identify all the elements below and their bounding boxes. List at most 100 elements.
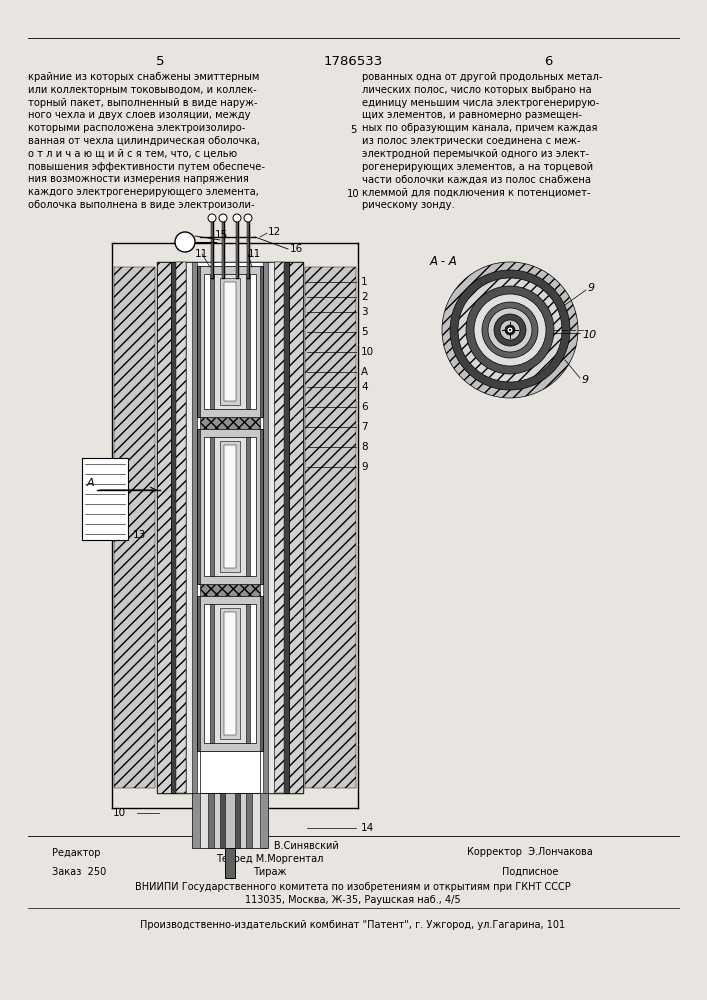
Circle shape xyxy=(219,214,227,222)
Text: 9: 9 xyxy=(588,283,595,293)
Text: рическому зонду.: рическому зонду. xyxy=(362,200,455,210)
Text: рованных одна от другой продольных метал-: рованных одна от другой продольных метал… xyxy=(362,72,602,82)
Text: А: А xyxy=(361,367,368,377)
Text: А: А xyxy=(86,478,94,488)
Text: 11: 11 xyxy=(248,249,262,259)
Circle shape xyxy=(509,329,511,331)
Text: 3: 3 xyxy=(361,307,368,317)
Text: А - А: А - А xyxy=(430,255,457,268)
Text: 14: 14 xyxy=(361,823,374,833)
Text: 12: 12 xyxy=(268,227,281,237)
Polygon shape xyxy=(200,266,260,417)
Circle shape xyxy=(442,262,578,398)
Text: 9: 9 xyxy=(582,375,589,385)
Text: 11: 11 xyxy=(195,249,209,259)
Polygon shape xyxy=(214,437,246,576)
Polygon shape xyxy=(200,751,260,793)
Text: Техред М.Моргентал: Техред М.Моргентал xyxy=(216,854,324,864)
Polygon shape xyxy=(305,267,356,788)
Text: рогенерирующих элементов, а на торцевой: рогенерирующих элементов, а на торцевой xyxy=(362,162,593,172)
Circle shape xyxy=(244,214,252,222)
Text: Заказ  250: Заказ 250 xyxy=(52,867,106,877)
Text: части оболочки каждая из полос снабжена: части оболочки каждая из полос снабжена xyxy=(362,174,591,184)
Circle shape xyxy=(466,286,554,374)
Text: Редактор: Редактор xyxy=(52,848,100,858)
Text: лических полос, число которых выбрано на: лических полос, число которых выбрано на xyxy=(362,85,592,95)
Polygon shape xyxy=(220,278,240,405)
Polygon shape xyxy=(289,262,303,793)
Text: 10: 10 xyxy=(361,347,374,357)
Circle shape xyxy=(505,325,515,335)
Polygon shape xyxy=(224,612,236,735)
Text: 113035, Москва, Ж-35, Раушская наб., 4/5: 113035, Москва, Ж-35, Раушская наб., 4/5 xyxy=(245,895,461,905)
Text: клеммой для подключения к потенциомет-: клеммой для подключения к потенциомет- xyxy=(362,187,590,197)
Text: Составитель  В.Синявский: Составитель В.Синявский xyxy=(201,841,339,851)
Polygon shape xyxy=(157,262,171,793)
Text: 1: 1 xyxy=(361,277,368,287)
Polygon shape xyxy=(200,584,260,596)
Text: 10: 10 xyxy=(582,330,596,340)
Text: ных по образующим канала, причем каждая: ных по образующим канала, причем каждая xyxy=(362,123,597,133)
Text: 15: 15 xyxy=(215,230,228,240)
Text: Подписное: Подписное xyxy=(502,867,559,877)
Polygon shape xyxy=(197,262,263,793)
Polygon shape xyxy=(200,596,260,751)
Circle shape xyxy=(175,232,195,252)
Circle shape xyxy=(450,270,570,390)
Bar xyxy=(225,848,235,878)
Text: 2: 2 xyxy=(361,292,368,302)
Text: 5: 5 xyxy=(350,125,356,135)
Polygon shape xyxy=(197,596,263,751)
Text: 6: 6 xyxy=(361,402,368,412)
Bar xyxy=(82,458,128,540)
Polygon shape xyxy=(197,266,263,417)
Text: единицу меньшим числа электрогенерирую-: единицу меньшим числа электрогенерирую- xyxy=(362,98,600,108)
Polygon shape xyxy=(192,262,268,793)
Text: Корректор  Э.Лончакова: Корректор Э.Лончакова xyxy=(467,847,593,857)
Text: из полос электрически соединена с меж-: из полос электрически соединена с меж- xyxy=(362,136,580,146)
Polygon shape xyxy=(176,262,186,793)
Polygon shape xyxy=(220,793,240,848)
Text: ВНИИПИ Государственного комитета по изобретениям и открытиям при ГКНТ СССР: ВНИИПИ Государственного комитета по изоб… xyxy=(135,882,571,892)
Polygon shape xyxy=(208,793,252,848)
Polygon shape xyxy=(210,437,250,576)
Text: каждого электрогенерирующего элемента,: каждого электрогенерирующего элемента, xyxy=(28,187,259,197)
Text: электродной перемычкой одного из элект-: электродной перемычкой одного из элект- xyxy=(362,149,589,159)
Text: 6: 6 xyxy=(544,55,552,68)
Text: которыми расположена электроизолиро-: которыми расположена электроизолиро- xyxy=(28,123,245,133)
Polygon shape xyxy=(200,429,260,584)
Polygon shape xyxy=(274,262,284,793)
Polygon shape xyxy=(225,793,235,848)
Polygon shape xyxy=(204,437,256,576)
Text: Тираж: Тираж xyxy=(253,867,286,877)
Text: оболочка выполнена в виде электроизоли-: оболочка выполнена в виде электроизоли- xyxy=(28,200,255,210)
Polygon shape xyxy=(171,262,289,793)
Polygon shape xyxy=(157,262,303,793)
Polygon shape xyxy=(186,262,274,793)
Text: 1786533: 1786533 xyxy=(323,55,382,68)
Text: Производственно-издательский комбинат "Патент", г. Ужгород, ул.Гагарина, 101: Производственно-издательский комбинат "П… xyxy=(141,920,566,930)
Circle shape xyxy=(458,278,562,382)
Polygon shape xyxy=(192,793,268,848)
Polygon shape xyxy=(214,274,246,409)
Polygon shape xyxy=(176,262,284,793)
Text: крайние из которых снабжены эмиттерным: крайние из которых снабжены эмиттерным xyxy=(28,72,259,82)
Text: о т л и ч а ю щ и й с я тем, что, с целью: о т л и ч а ю щ и й с я тем, что, с цель… xyxy=(28,149,237,159)
Text: повышения эффективности путем обеспече-: повышения эффективности путем обеспече- xyxy=(28,162,265,172)
Text: 5: 5 xyxy=(156,55,164,68)
Text: 4: 4 xyxy=(361,382,368,392)
Polygon shape xyxy=(220,608,240,739)
Text: или коллекторным токовыводом, и коллек-: или коллекторным токовыводом, и коллек- xyxy=(28,85,257,95)
Text: 7: 7 xyxy=(361,422,368,432)
Circle shape xyxy=(488,308,532,352)
Polygon shape xyxy=(200,793,260,848)
Text: 8: 8 xyxy=(361,442,368,452)
Text: 13: 13 xyxy=(133,530,146,540)
Circle shape xyxy=(474,294,546,366)
Text: ного чехла и двух слоев изоляции, между: ного чехла и двух слоев изоляции, между xyxy=(28,110,250,120)
Polygon shape xyxy=(197,429,263,584)
Polygon shape xyxy=(214,604,246,743)
Polygon shape xyxy=(214,793,246,848)
Text: 5: 5 xyxy=(361,327,368,337)
Circle shape xyxy=(233,214,241,222)
